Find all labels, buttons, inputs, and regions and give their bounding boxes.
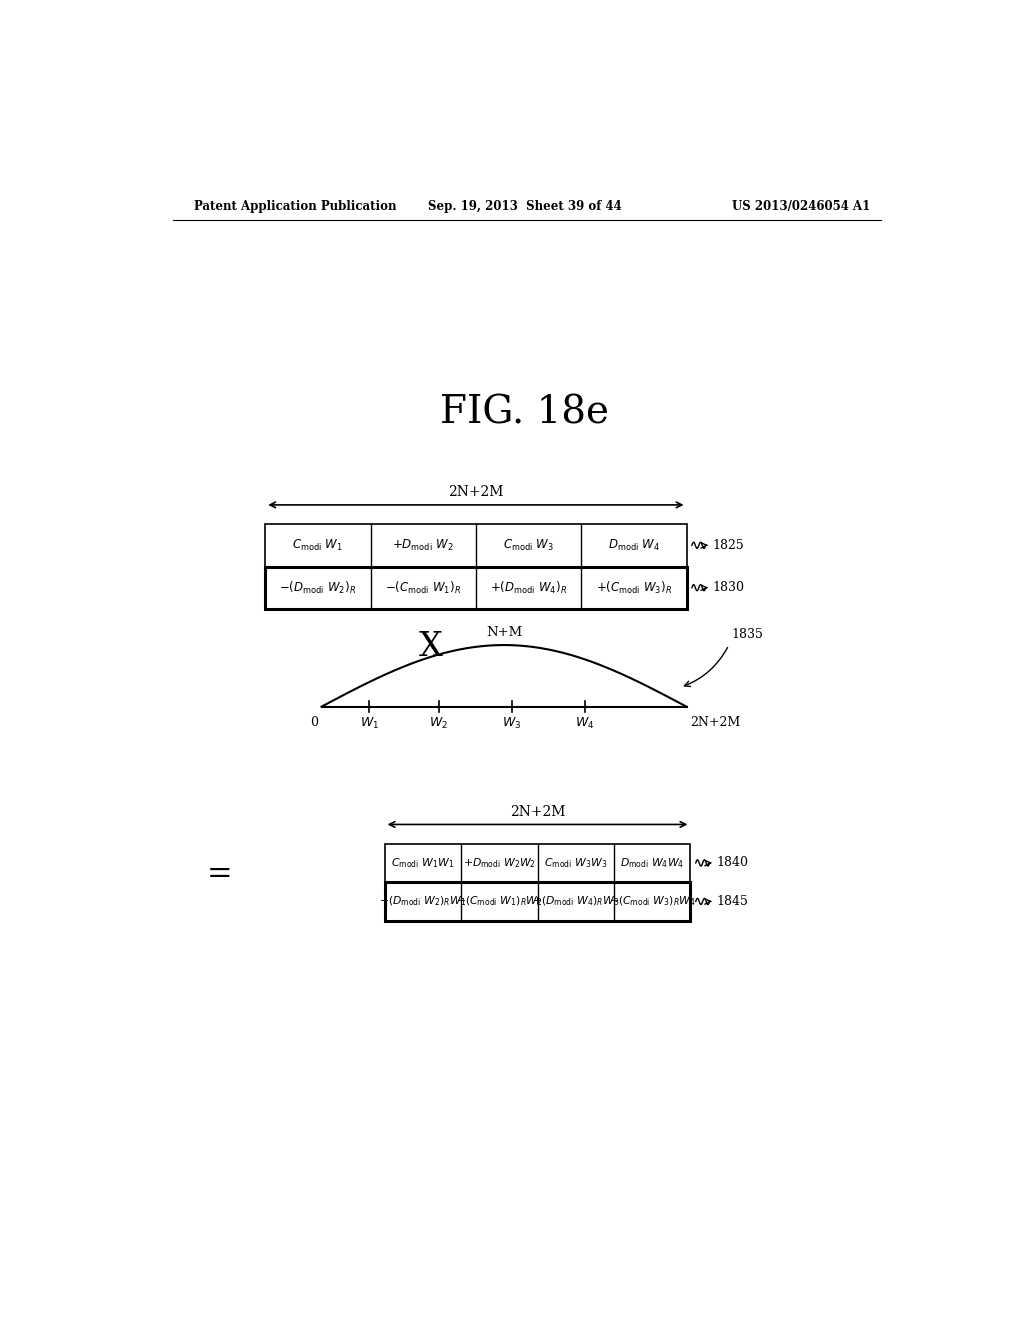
Text: $W_1$: $W_1$ [359, 715, 379, 731]
Text: $+(C_{\mathrm{modi}}\ W_3)_RW_4$: $+(C_{\mathrm{modi}}\ W_3)_RW_4$ [608, 895, 695, 908]
Text: 1825: 1825 [713, 539, 744, 552]
Text: $+D_{\mathrm{modi}}\ W_2W_2$: $+D_{\mathrm{modi}}\ W_2W_2$ [463, 857, 536, 870]
Text: 2N+2M: 2N+2M [510, 805, 565, 818]
Text: US 2013/0246054 A1: US 2013/0246054 A1 [731, 199, 869, 213]
Text: $-(D_{\mathrm{modi}}\ W_2)_R$: $-(D_{\mathrm{modi}}\ W_2)_R$ [280, 579, 356, 595]
Text: $C_{\mathrm{modi}}\ W_1$: $C_{\mathrm{modi}}\ W_1$ [293, 537, 343, 553]
Text: $-(D_{\mathrm{modi}}\ W_2)_RW_1$: $-(D_{\mathrm{modi}}\ W_2)_RW_1$ [379, 895, 467, 908]
Text: 1830: 1830 [713, 581, 744, 594]
Bar [385, 843, 690, 882]
Text: $+D_{\mathrm{modi}}\ W_2$: $+D_{\mathrm{modi}}\ W_2$ [392, 537, 454, 553]
Text: $C_{\mathrm{modi}}\ W_1W_1$: $C_{\mathrm{modi}}\ W_1W_1$ [391, 857, 455, 870]
Bar [265, 524, 686, 566]
Text: 2N+2M: 2N+2M [449, 484, 504, 499]
Text: $-(C_{\mathrm{modi}}\ W_1)_R$: $-(C_{\mathrm{modi}}\ W_1)_R$ [385, 579, 462, 595]
Text: $W_3$: $W_3$ [502, 715, 521, 731]
Text: 1845: 1845 [717, 895, 749, 908]
Text: =: = [206, 859, 231, 890]
Text: Patent Application Publication: Patent Application Publication [194, 199, 396, 213]
Bar [385, 882, 690, 921]
Text: $D_{\mathrm{modi}}\ W_4$: $D_{\mathrm{modi}}\ W_4$ [608, 537, 659, 553]
Text: $C_{\mathrm{modi}}\ W_3$: $C_{\mathrm{modi}}\ W_3$ [503, 537, 554, 553]
Text: $W_4$: $W_4$ [575, 715, 595, 731]
Text: 2N+2M: 2N+2M [690, 715, 740, 729]
Text: $-(C_{\mathrm{modi}}\ W_1)_RW_2$: $-(C_{\mathrm{modi}}\ W_1)_RW_2$ [456, 895, 543, 908]
Text: $W_2$: $W_2$ [429, 715, 449, 731]
Text: 0: 0 [309, 715, 317, 729]
Text: 1840: 1840 [717, 857, 749, 870]
Text: N+M: N+M [485, 626, 522, 639]
Text: $C_{\mathrm{modi}}\ W_3W_3$: $C_{\mathrm{modi}}\ W_3W_3$ [544, 857, 607, 870]
Text: Sep. 19, 2013  Sheet 39 of 44: Sep. 19, 2013 Sheet 39 of 44 [428, 199, 622, 213]
Text: 1835: 1835 [731, 628, 763, 642]
Text: FIG. 18e: FIG. 18e [440, 393, 609, 432]
Text: $+(C_{\mathrm{modi}}\ W_3)_R$: $+(C_{\mathrm{modi}}\ W_3)_R$ [596, 579, 672, 595]
Text: $D_{\mathrm{modi}}\ W_4W_4$: $D_{\mathrm{modi}}\ W_4W_4$ [620, 857, 684, 870]
Bar [265, 566, 686, 609]
Text: $+(D_{\mathrm{modi}}\ W_4)_RW_3$: $+(D_{\mathrm{modi}}\ W_4)_RW_3$ [532, 895, 620, 908]
Text: X: X [419, 631, 442, 664]
Text: $+(D_{\mathrm{modi}}\ W_4)_R$: $+(D_{\mathrm{modi}}\ W_4)_R$ [490, 579, 567, 595]
Bar [265, 566, 686, 609]
Bar [385, 882, 690, 921]
